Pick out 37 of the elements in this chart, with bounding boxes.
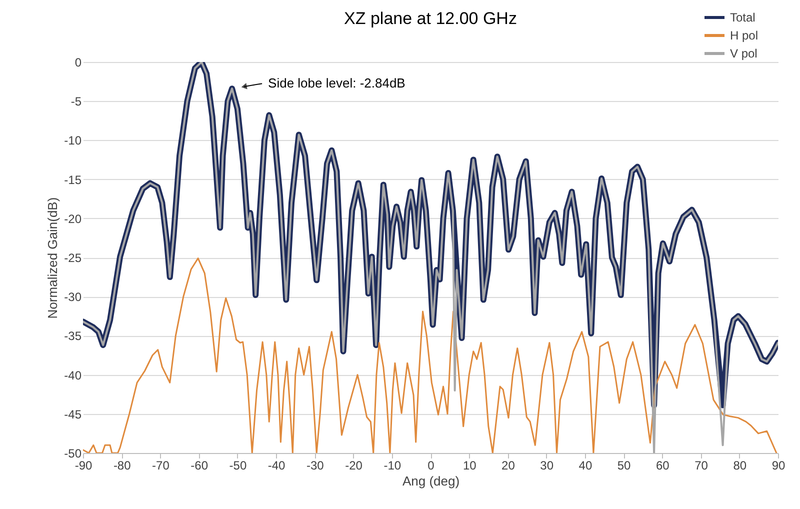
x-tick-label: 20 (502, 458, 516, 472)
x-tick-label: 0 (428, 458, 435, 472)
x-tick-label: 10 (462, 458, 477, 472)
y-tick-label: -50 (64, 446, 82, 460)
x-tick-label: 90 (772, 458, 786, 472)
x-tick-label: 50 (617, 458, 632, 472)
y-tick-label: -40 (64, 368, 82, 382)
y-tick-label: 0 (74, 56, 82, 70)
x-tick-label: -20 (345, 458, 363, 472)
x-tick-label: -30 (306, 458, 324, 472)
x-tick-label: -40 (268, 458, 286, 472)
legend-label: Total (730, 10, 756, 24)
y-tick-label: -15 (64, 172, 82, 187)
legend-label: V pol (730, 46, 758, 60)
y-tick-label: -35 (64, 329, 82, 344)
y-axis-title: Normalized Gain(dB) (45, 197, 60, 319)
legend-label: H pol (730, 28, 758, 42)
x-tick-label: -50 (229, 458, 247, 472)
x-tick-label: 40 (578, 458, 592, 472)
x-tick-label: 30 (540, 458, 554, 472)
x-tick-label: -80 (113, 458, 132, 472)
x-tick-label: -60 (190, 458, 208, 472)
y-tick-label: -30 (64, 290, 82, 304)
chart-title: XZ plane at 12.00 GHz (344, 9, 517, 28)
x-tick-label: -70 (152, 458, 170, 472)
y-tick-label: -20 (64, 212, 82, 226)
y-tick-label: -5 (70, 94, 82, 109)
x-tick-label: 80 (733, 458, 747, 472)
y-tick-label: -45 (64, 407, 82, 422)
x-tick-label: -10 (384, 458, 402, 472)
y-tick-label: -10 (64, 134, 82, 148)
x-tick-label: 70 (694, 458, 708, 472)
annotation: Side lobe level: -2.84dB (268, 76, 406, 91)
x-tick-label: -90 (74, 458, 92, 472)
x-tick-label: 60 (656, 458, 670, 472)
y-tick-label: -25 (64, 251, 82, 265)
x-axis-title: Ang (deg) (402, 474, 460, 488)
